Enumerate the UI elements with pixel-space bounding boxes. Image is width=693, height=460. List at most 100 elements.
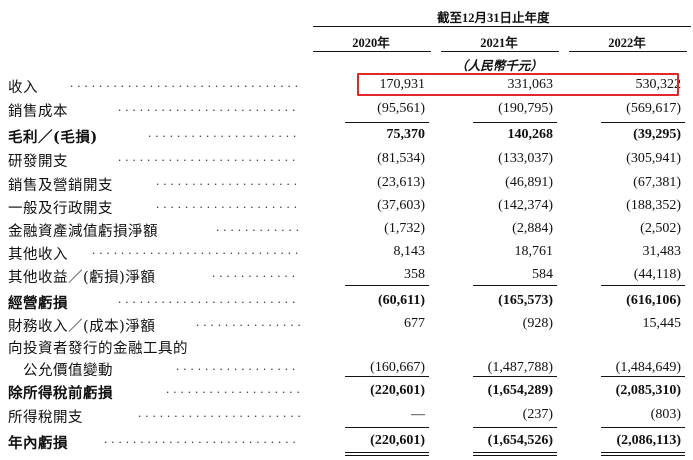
subtotal-rule-pretax — [345, 376, 429, 377]
row-value-2021: (237) — [522, 407, 553, 422]
row-label: 向投資者發行的金融工具的 — [8, 341, 188, 357]
row-value-2020: 358 — [404, 267, 425, 282]
leader-dots: ........................................… — [104, 431, 300, 446]
table-row: 除所得稅前虧損.................................… — [0, 380, 693, 402]
row-value-2020: (95,561) — [377, 101, 425, 116]
year-header-2022: 2022年 — [608, 36, 646, 50]
table-row: 金融資產減值虧損淨額..............................… — [0, 218, 693, 240]
table-row: 其他收入....................................… — [0, 241, 693, 263]
row-value-2021: (1,487,788) — [487, 360, 553, 375]
subtotal-rule-pretax — [473, 376, 557, 377]
year-underline-2020 — [313, 51, 431, 52]
row-value-2022: (305,941) — [626, 151, 681, 166]
leader-dots: ........................................… — [118, 99, 300, 114]
row-value-2022: (569,617) — [626, 101, 681, 116]
table-row: 收入......................................… — [0, 74, 693, 96]
row-value-2021: (133,037) — [498, 151, 553, 166]
row-value-2020: — — [411, 407, 425, 422]
row-value-2020: (23,613) — [377, 175, 425, 190]
table-row: 毛利／(毛損).................................… — [0, 124, 693, 146]
row-value-2022: (39,295) — [633, 127, 681, 142]
year-underline-2022 — [569, 51, 687, 52]
total-double-rule — [601, 455, 685, 456]
subtotal-rule-pretax — [601, 376, 685, 377]
row-label: 其他收益／(虧損)淨額 — [8, 270, 156, 286]
table-row: 所得稅開支...................................… — [0, 404, 693, 426]
row-value-2022: (616,106) — [626, 293, 681, 308]
row-value-2021: (46,891) — [505, 175, 553, 190]
leader-dots: ........................................… — [118, 291, 300, 306]
row-label: 其他收入 — [8, 247, 68, 263]
row-value-2020: (37,603) — [377, 198, 425, 213]
row-value-2020: (220,601) — [370, 383, 425, 398]
table-row: 經營虧損....................................… — [0, 290, 693, 312]
subtotal-rule-gross — [345, 122, 429, 123]
row-value-2022: (2,085,310) — [615, 383, 681, 398]
leader-dots: ........................................… — [212, 265, 300, 280]
row-value-2021: 331,063 — [507, 77, 554, 92]
leader-dots: ........................................… — [176, 358, 300, 373]
row-value-2022: (44,118) — [633, 267, 681, 282]
leader-dots: ........................................… — [216, 219, 300, 234]
subtotal-rule-operating — [601, 285, 685, 286]
row-value-2020: (160,667) — [370, 360, 425, 375]
period-underline — [313, 26, 691, 27]
row-value-2021: (928) — [522, 316, 553, 331]
row-label: 毛利／(毛損) — [8, 129, 98, 146]
row-value-2021: 18,761 — [514, 244, 554, 259]
table-row: 年內虧損....................................… — [0, 430, 693, 452]
row-value-2021: (1,654,526) — [487, 433, 553, 448]
total-double-rule — [473, 455, 557, 456]
row-label: 收入 — [8, 80, 38, 96]
row-label: 銷售及營銷開支 — [8, 178, 113, 194]
row-label: 公允價值變動 — [8, 363, 113, 379]
row-value-2020: (1,732) — [384, 221, 425, 236]
row-value-2022: (67,381) — [633, 175, 681, 190]
row-label: 銷售成本 — [8, 104, 68, 120]
row-value-2022: (2,502) — [640, 221, 681, 236]
row-label: 經營虧損 — [8, 295, 68, 312]
row-value-2022: (803) — [650, 407, 681, 422]
row-value-2022: (2,086,113) — [616, 433, 681, 448]
row-value-2020: 677 — [404, 316, 425, 331]
row-value-2020: 8,143 — [393, 244, 426, 259]
row-value-2020: (220,601) — [370, 433, 425, 448]
year-header-2021: 2021年 — [480, 36, 518, 50]
leader-dots: ........................................… — [196, 314, 300, 329]
subtotal-rule-operating — [473, 285, 557, 286]
year-underline-2021 — [441, 51, 559, 52]
table-row: 研發開支....................................… — [0, 148, 693, 170]
subtotal-rule-net — [601, 427, 685, 428]
row-value-2021: (2,884) — [512, 221, 553, 236]
leader-dots: ........................................… — [70, 75, 300, 90]
leader-dots: ........................................… — [118, 149, 300, 164]
revenue-highlight-box — [357, 73, 679, 96]
table-row: 財務收入／(成本)淨額.............................… — [0, 313, 693, 335]
leader-dots: ........................................… — [148, 125, 300, 140]
row-value-2022: 15,445 — [642, 316, 682, 331]
row-value-2021: (190,795) — [498, 101, 553, 116]
row-value-2021: 584 — [532, 267, 553, 282]
row-value-2021: 140,268 — [507, 127, 554, 142]
row-label: 金融資產減值虧損淨額 — [8, 224, 158, 240]
total-double-rule — [473, 452, 557, 453]
total-double-rule — [345, 452, 429, 453]
row-value-2020: (81,534) — [377, 151, 425, 166]
leader-dots: ........................................… — [138, 405, 300, 420]
leader-dots: ........................................… — [166, 381, 300, 396]
table-row: 銷售成本....................................… — [0, 98, 693, 120]
row-value-2020: (60,611) — [377, 293, 425, 308]
row-value-2020: 75,370 — [386, 127, 426, 142]
row-value-2021: (1,654,289) — [487, 383, 553, 398]
row-label: 除所得稅前虧損 — [8, 385, 113, 402]
period-title: 截至12月31日止年度 — [437, 11, 550, 25]
table-row: 公允價值變動..................................… — [0, 357, 693, 379]
subtotal-rule-gross — [601, 122, 685, 123]
table-row: 向投資者發行的金融工具的 — [0, 335, 693, 357]
table-row: 銷售及營銷開支.................................… — [0, 172, 693, 194]
row-value-2021: (142,374) — [498, 198, 553, 213]
currency-unit: （人民幣千元） — [455, 59, 543, 73]
row-label: 年內虧損 — [8, 435, 68, 452]
table-row: 其他收益／(虧損)淨額.............................… — [0, 264, 693, 286]
total-double-rule — [345, 455, 429, 456]
